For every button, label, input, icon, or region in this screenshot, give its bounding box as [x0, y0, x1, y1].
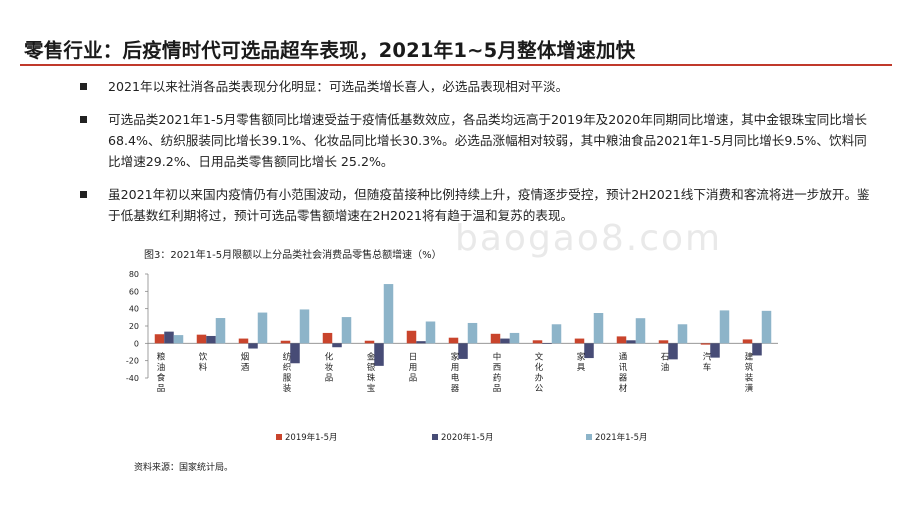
- bar: [584, 343, 594, 359]
- x-tick-label: 汽车: [703, 351, 712, 373]
- bar: [490, 333, 501, 344]
- source-note: 资料来源：国家统计局。: [134, 463, 234, 473]
- bullet-text: 2021年以来社消各品类表现分化明显：可选品类增长喜人，必选品表现相对平淡。: [108, 79, 569, 94]
- legend-swatch: [276, 434, 282, 440]
- bar: [215, 318, 226, 344]
- bar: [374, 343, 384, 366]
- bar: [248, 343, 258, 349]
- bar: [551, 324, 562, 344]
- bar: [658, 340, 669, 344]
- bar: [341, 317, 352, 344]
- x-tick-label: 粮油食品: [157, 351, 166, 394]
- bar: [458, 343, 468, 359]
- x-tick-label: 家具: [577, 351, 586, 373]
- bar: [593, 313, 604, 344]
- x-tick-label: 通讯器材: [619, 351, 628, 394]
- x-tick-label: 纺织服装: [283, 351, 292, 394]
- bullet-item: 可选品类2021年1-5月零售额同比增速受益于疫情低基数效应，各品类均远高于20…: [80, 109, 870, 172]
- bar: [425, 321, 436, 344]
- bullet-marker-icon: [80, 191, 87, 198]
- y-tick-label: 0: [134, 339, 139, 348]
- bar: [532, 340, 543, 344]
- legend-label: 2020年1-5月: [441, 432, 494, 443]
- bullet-item: 虽2021年初以来国内疫情仍有小范围波动，但随疫苗接种比例持续上升，疫情逐步受控…: [80, 184, 870, 226]
- bar: [173, 335, 184, 344]
- y-tick-label: -20: [126, 357, 139, 366]
- bar: [257, 312, 268, 344]
- bar: [448, 337, 459, 344]
- legend-label: 2021年1-5月: [595, 432, 648, 443]
- bar: [635, 318, 646, 344]
- chart-caption: 图3：2021年1-5月限额以上分品类社会消费品零售总额增速（%）: [144, 250, 442, 261]
- bar: [238, 338, 249, 344]
- bullet-marker-icon: [80, 83, 87, 90]
- bullet-text: 虽2021年初以来国内疫情仍有小范围波动，但随疫苗接种比例持续上升，疫情逐步受控…: [108, 187, 870, 223]
- bar: [154, 334, 165, 344]
- title-divider: [20, 64, 892, 66]
- x-tick-label: 家用电器: [451, 351, 460, 394]
- bullet-marker-icon: [80, 116, 87, 123]
- bullet-item: 2021年以来社消各品类表现分化明显：可选品类增长喜人，必选品表现相对平淡。: [80, 76, 870, 97]
- bar: [742, 339, 753, 344]
- bar: [467, 322, 478, 344]
- bar: [509, 332, 520, 344]
- bullet-text: 可选品类2021年1-5月零售额同比增速受益于疫情低基数效应，各品类均远高于20…: [108, 112, 868, 169]
- bullet-list: 2021年以来社消各品类表现分化明显：可选品类增长喜人，必选品表现相对平淡。 可…: [80, 76, 870, 236]
- bar: [542, 343, 552, 344]
- bar: [332, 343, 342, 348]
- bar: [616, 336, 627, 344]
- x-tick-label: 石油: [661, 352, 670, 373]
- bar: [761, 310, 772, 344]
- x-tick-label: 化妆品: [325, 351, 334, 383]
- x-tick-label: 日用品: [409, 352, 418, 383]
- legend-label: 2019年1-5月: [285, 432, 338, 443]
- bar: [290, 343, 300, 364]
- bar: [406, 330, 417, 344]
- bar: [164, 331, 174, 344]
- bar: [668, 343, 678, 360]
- x-tick-label: 文化办公: [535, 351, 544, 394]
- page-title: 零售行业：后疫情时代可选品超车表现，2021年1~5月整体增速加快: [24, 39, 636, 62]
- y-tick-label: 20: [129, 322, 139, 331]
- bar: [416, 341, 426, 344]
- bar: [700, 343, 711, 345]
- x-tick-label: 建筑装潢: [745, 351, 754, 394]
- y-tick-label: 40: [129, 305, 139, 314]
- bar: [719, 310, 730, 344]
- bar: [299, 309, 310, 344]
- bar: [383, 284, 394, 344]
- bar: [710, 343, 720, 358]
- legend-swatch: [586, 434, 592, 440]
- bar: [206, 335, 216, 344]
- legend-swatch: [432, 434, 438, 440]
- watermark: baogao8.com: [455, 218, 723, 259]
- bar: [626, 340, 636, 344]
- bar: [196, 334, 207, 344]
- x-tick-label: 金银珠宝: [367, 351, 376, 394]
- x-tick-label: 饮料: [199, 351, 208, 373]
- bar: [677, 324, 688, 344]
- x-tick-label: 烟酒: [241, 352, 250, 373]
- y-tick-label: 80: [129, 270, 139, 279]
- bar: [752, 343, 762, 356]
- bar: [280, 340, 291, 344]
- bar: [500, 338, 510, 344]
- bar: [322, 332, 333, 344]
- x-tick-label: 中西药品: [493, 351, 502, 394]
- bar: [364, 340, 375, 344]
- y-tick-label: -40: [126, 374, 139, 383]
- y-tick-label: 60: [129, 287, 139, 296]
- bar: [574, 338, 585, 344]
